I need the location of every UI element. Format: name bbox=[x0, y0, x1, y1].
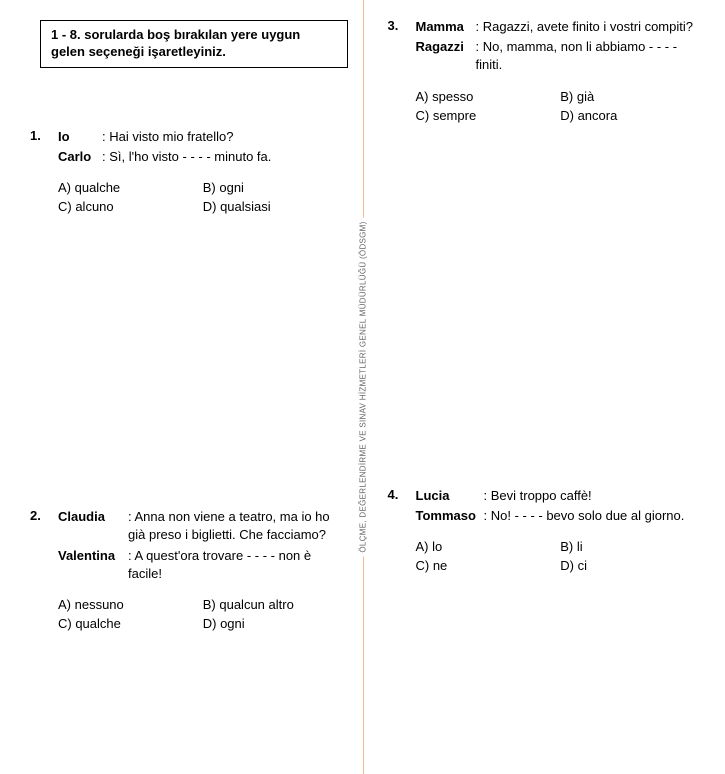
speaker: Tommaso bbox=[416, 507, 484, 525]
option-c[interactable]: C) qualche bbox=[58, 616, 203, 631]
speaker: Lucia bbox=[416, 487, 484, 505]
options: A) spesso B) già C) sempre D) ancora bbox=[416, 89, 706, 127]
question-body: Io : Hai visto mio fratello? Carlo : Sì,… bbox=[58, 128, 348, 218]
speech: : A quest'ora trovare - - - - non è faci… bbox=[128, 547, 348, 583]
dialog-line: Ragazzi : No, mamma, non li abbiamo - - … bbox=[416, 38, 706, 74]
left-column: 1 - 8. sorularda boş bırakılan yere uygu… bbox=[0, 0, 363, 774]
speech: : Ragazzi, avete finito i vostri compiti… bbox=[476, 18, 706, 36]
speech: : Hai visto mio fratello? bbox=[102, 128, 348, 146]
speaker: Claudia bbox=[58, 508, 128, 544]
option-d[interactable]: D) ogni bbox=[203, 616, 348, 631]
question-number: 3. bbox=[388, 18, 416, 127]
question-1: 1. Io : Hai visto mio fratello? Carlo : … bbox=[30, 128, 348, 218]
right-column: 3. Mamma : Ragazzi, avete finito i vostr… bbox=[363, 0, 725, 774]
speaker: Valentina bbox=[58, 547, 128, 583]
option-a[interactable]: A) lo bbox=[416, 539, 561, 554]
option-c[interactable]: C) sempre bbox=[416, 108, 561, 123]
question-number: 2. bbox=[30, 508, 58, 635]
speech: : Sì, l'ho visto - - - - minuto fa. bbox=[102, 148, 348, 166]
speech: : No, mamma, non li abbiamo - - - - fini… bbox=[476, 38, 706, 74]
speaker: Carlo bbox=[58, 148, 102, 166]
dialog-line: Carlo : Sì, l'ho visto - - - - minuto fa… bbox=[58, 148, 348, 166]
speech: : No! - - - - bevo solo due al giorno. bbox=[484, 507, 706, 525]
dialog-line: Valentina : A quest'ora trovare - - - - … bbox=[58, 547, 348, 583]
dialog-line: Lucia : Bevi troppo caffè! bbox=[416, 487, 706, 505]
option-b[interactable]: B) ogni bbox=[203, 180, 348, 195]
options: A) nessuno B) qualcun altro C) qualche D… bbox=[58, 597, 348, 635]
dialog-line: Claudia : Anna non viene a teatro, ma io… bbox=[58, 508, 348, 544]
question-body: Lucia : Bevi troppo caffè! Tommaso : No!… bbox=[416, 487, 706, 577]
option-d[interactable]: D) qualsiasi bbox=[203, 199, 348, 214]
dialog-line: Mamma : Ragazzi, avete finito i vostri c… bbox=[416, 18, 706, 36]
question-2: 2. Claudia : Anna non viene a teatro, ma… bbox=[30, 508, 348, 635]
option-c[interactable]: C) ne bbox=[416, 558, 561, 573]
question-number: 4. bbox=[388, 487, 416, 577]
option-b[interactable]: B) già bbox=[560, 89, 705, 104]
option-d[interactable]: D) ancora bbox=[560, 108, 705, 123]
speaker: Io bbox=[58, 128, 102, 146]
option-b[interactable]: B) li bbox=[560, 539, 705, 554]
dialog-line: Io : Hai visto mio fratello? bbox=[58, 128, 348, 146]
question-4: 4. Lucia : Bevi troppo caffè! Tommaso : … bbox=[388, 487, 706, 577]
options: A) qualche B) ogni C) alcuno D) qualsias… bbox=[58, 180, 348, 218]
option-a[interactable]: A) spesso bbox=[416, 89, 561, 104]
speech: : Bevi troppo caffè! bbox=[484, 487, 706, 505]
question-number: 1. bbox=[30, 128, 58, 218]
speech: : Anna non viene a teatro, ma io ho già … bbox=[128, 508, 348, 544]
option-b[interactable]: B) qualcun altro bbox=[203, 597, 348, 612]
option-a[interactable]: A) qualche bbox=[58, 180, 203, 195]
speaker: Ragazzi bbox=[416, 38, 476, 74]
option-d[interactable]: D) ci bbox=[560, 558, 705, 573]
question-3: 3. Mamma : Ragazzi, avete finito i vostr… bbox=[388, 18, 706, 127]
question-body: Claudia : Anna non viene a teatro, ma io… bbox=[58, 508, 348, 635]
instruction-box: 1 - 8. sorularda boş bırakılan yere uygu… bbox=[40, 20, 348, 68]
question-body: Mamma : Ragazzi, avete finito i vostri c… bbox=[416, 18, 706, 127]
speaker: Mamma bbox=[416, 18, 476, 36]
option-c[interactable]: C) alcuno bbox=[58, 199, 203, 214]
option-a[interactable]: A) nessuno bbox=[58, 597, 203, 612]
page: ÖLÇME, DEĞERLENDİRME VE SINAV HİZMETLERİ… bbox=[0, 0, 725, 774]
options: A) lo B) li C) ne D) ci bbox=[416, 539, 706, 577]
dialog-line: Tommaso : No! - - - - bevo solo due al g… bbox=[416, 507, 706, 525]
